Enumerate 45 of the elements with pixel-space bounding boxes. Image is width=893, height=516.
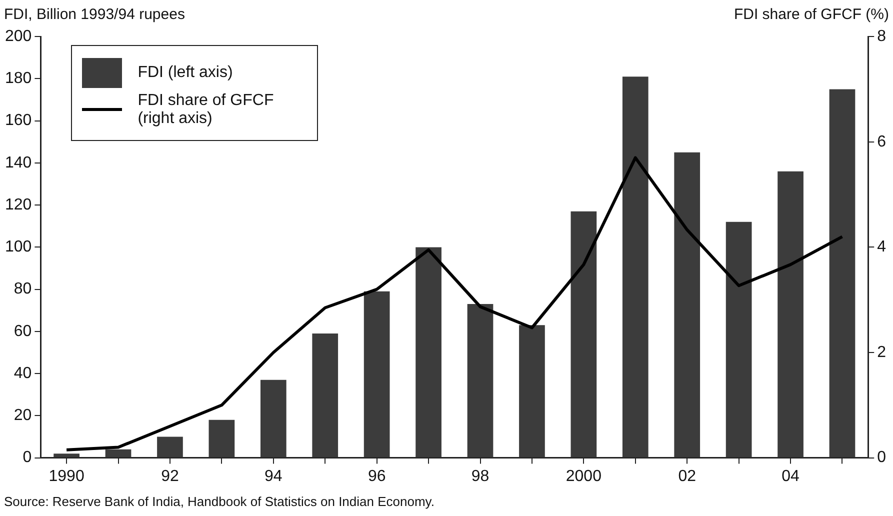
x-tick-label: 1990 [48,468,84,485]
bar [570,211,597,458]
legend-label: FDI (left axis) [138,64,234,82]
bar [829,89,856,458]
y-tick-label: 160 [4,112,32,130]
y2-tick-label: 0 [877,449,886,466]
y-tick-label: 80 [14,280,32,298]
bar [622,76,648,458]
bar [778,171,804,458]
y-tick-label: 20 [14,407,32,424]
y2-tick-label: 2 [877,344,886,361]
y-tick-label: 100 [4,238,32,256]
bar [674,152,700,458]
bar [105,449,132,458]
x-tick-label: 04 [782,468,800,485]
y-tick-label: 120 [4,196,32,214]
x-tick-label: 92 [161,468,179,485]
bar [416,247,442,458]
x-tick-label: 02 [678,468,696,485]
y2-axis-title: FDI share of GFCF (%) [734,6,889,23]
y-tick-label: 180 [4,70,32,88]
y-tick-label: 200 [4,28,32,46]
y-tick-label: 40 [14,364,32,382]
bar [312,334,338,458]
bar [54,454,80,458]
y2-tick-label: 8 [877,28,886,46]
bar [726,222,752,458]
x-tick-label: 96 [368,468,386,485]
bar [208,420,235,458]
y2-tick-label: 4 [877,238,886,256]
x-tick-label: 2000 [566,468,602,485]
y2-tick-label: 6 [877,133,886,150]
bar [157,436,183,458]
y-tick-label: 60 [14,322,32,340]
x-tick-label: 94 [264,468,282,485]
y-tick-label: 140 [4,154,32,172]
x-tick-label: 98 [471,468,490,485]
bar [364,291,390,458]
bar [519,325,545,458]
y-axis-title: FDI, Billion 1993/94 rupees [4,6,185,23]
y-tick-label: 0 [22,449,32,466]
source-note: Source: Reserve Bank of India, Handbook of Statistics on Indian Economy. [4,494,434,509]
legend-label: FDI share of GFCF (right axis) [138,92,275,128]
bar [467,304,494,458]
bar [260,380,286,458]
